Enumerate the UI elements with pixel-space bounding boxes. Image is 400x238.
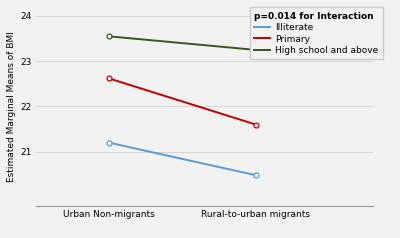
Y-axis label: Estimated Marginal Means of BMI: Estimated Marginal Means of BMI bbox=[7, 31, 16, 182]
Legend: Illiterate, Primary, High school and above: Illiterate, Primary, High school and abo… bbox=[250, 7, 382, 59]
